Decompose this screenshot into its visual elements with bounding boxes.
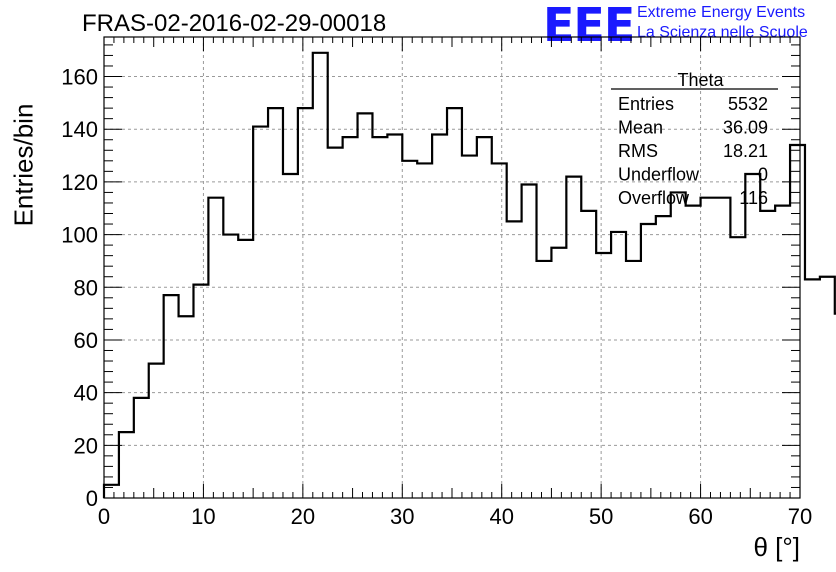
histogram-bin [686, 206, 701, 498]
stats-row-value: 5532 [728, 94, 768, 114]
histogram-bin [238, 240, 253, 498]
histogram-bin [551, 248, 566, 498]
histogram-bin [313, 53, 328, 498]
histogram-bin [462, 156, 477, 498]
histogram-bin [581, 211, 596, 498]
histogram-bin [745, 174, 760, 498]
histogram-bin [432, 134, 447, 498]
histogram-bin [164, 295, 179, 498]
histogram-bin [447, 108, 462, 498]
histogram-bin [298, 108, 313, 498]
histogram-bin [537, 261, 552, 498]
stats-row-value: 116 [739, 188, 768, 208]
x-tick-label: 50 [589, 504, 613, 529]
y-tick-label: 40 [74, 381, 98, 406]
histogram-bin [104, 485, 119, 498]
histogram-bin [372, 137, 387, 498]
y-tick-label: 100 [61, 223, 98, 248]
y-tick-label: 60 [74, 328, 98, 353]
histogram-bin [223, 235, 238, 498]
histogram-bin [641, 224, 656, 498]
x-tick-label: 70 [788, 504, 812, 529]
histogram-bin [507, 221, 522, 498]
chart-title: FRAS-02-2016-02-29-00018 [82, 10, 387, 37]
x-tick-label: 20 [291, 504, 315, 529]
x-tick-label: 10 [191, 504, 215, 529]
histogram-bin [477, 137, 492, 498]
histogram-bin [805, 279, 820, 498]
histogram-bin [134, 398, 149, 498]
histogram-bin [358, 113, 373, 498]
histogram-bin [611, 232, 626, 498]
y-tick-label: 140 [61, 117, 98, 142]
histogram-bin [492, 163, 507, 498]
stats-row-label: Overflow [618, 188, 690, 208]
histogram-bin [193, 285, 208, 498]
histogram-bin [730, 237, 745, 498]
histogram-bin [715, 198, 730, 498]
y-tick-label: 80 [74, 275, 98, 300]
stats-row-value: 0 [758, 165, 768, 185]
stats-title: Theta [677, 70, 724, 90]
x-axis-label: θ [°] [753, 532, 800, 562]
stats-row-label: Entries [618, 94, 674, 114]
y-tick-label: 20 [74, 433, 98, 458]
histogram-bin [775, 206, 790, 498]
histogram-bin [522, 185, 537, 498]
histogram-bin [671, 192, 686, 498]
histogram-bin [417, 163, 432, 498]
histogram-bin [253, 127, 268, 498]
stats-row-value: 36.09 [723, 118, 768, 138]
y-tick-label: 160 [61, 65, 98, 90]
histogram-bin [656, 216, 671, 498]
histogram-bin [343, 137, 358, 498]
histogram-bin [179, 316, 194, 498]
histogram-bin [328, 148, 343, 498]
histogram-bin [283, 174, 298, 498]
x-tick-label: 60 [688, 504, 712, 529]
histogram-bin [626, 261, 641, 498]
histogram-bin [387, 134, 402, 498]
histogram-series [102, 51, 836, 498]
logo-line-1: Extreme Energy Events [637, 4, 806, 21]
stats-row-value: 18.21 [723, 141, 768, 161]
histogram-bin [119, 432, 134, 498]
stats-row-label: Mean [618, 118, 663, 138]
stats-row-label: RMS [618, 141, 658, 161]
y-tick-label: 0 [86, 486, 98, 511]
stats-row-label: Underflow [618, 165, 700, 185]
histogram-bin [268, 108, 283, 498]
histogram-bin [402, 161, 417, 498]
x-tick-label: 0 [98, 504, 110, 529]
histogram-bin [149, 364, 164, 498]
histogram-bin [208, 198, 223, 498]
histogram-bin [820, 277, 835, 498]
histogram-bin [701, 198, 716, 498]
y-tick-label: 120 [61, 170, 98, 195]
histogram-bin [566, 177, 581, 498]
histogram-bin [760, 211, 775, 498]
x-tick-label: 40 [489, 504, 513, 529]
x-tick-label: 30 [390, 504, 414, 529]
histogram-bin [596, 253, 611, 498]
eee-logo: EEE [543, 0, 635, 52]
